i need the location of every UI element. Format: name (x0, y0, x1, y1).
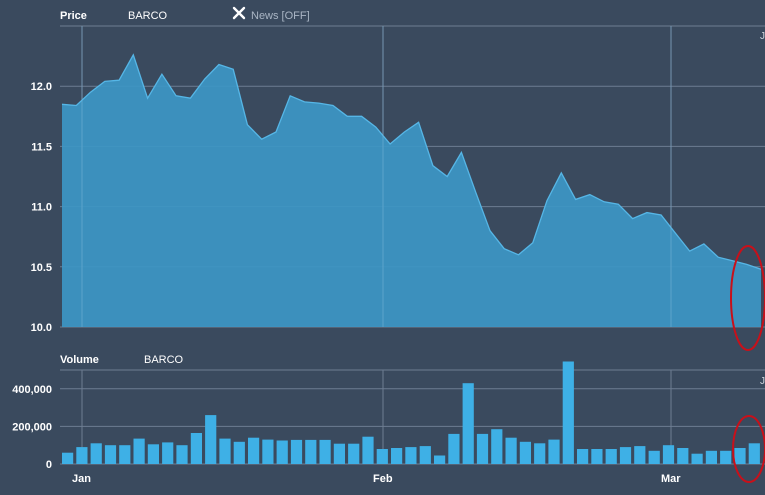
price-y-tick-label: 11.0 (31, 202, 52, 214)
price-panel-symbol: BARCO (128, 10, 168, 22)
volume-bar (491, 429, 503, 464)
volume-bar (462, 383, 474, 464)
volume-y-axis: 0 200,000 400,000 (12, 384, 52, 471)
volume-bar (677, 448, 689, 464)
volume-bar (133, 438, 145, 464)
x-tick-label: Mar (661, 473, 681, 485)
volume-bar (305, 439, 317, 464)
volume-bar (720, 450, 732, 464)
volume-bar (748, 443, 760, 464)
price-y-tick-label: 10.0 (31, 322, 52, 334)
volume-bar (734, 448, 746, 464)
volume-y-tick-label: 0 (46, 459, 52, 471)
volume-bar (119, 445, 131, 464)
price-y-axis: 10.0 10.5 11.0 11.5 12.0 (31, 81, 52, 334)
price-line (61, 53, 762, 270)
volume-bar (376, 449, 388, 464)
volume-bar (505, 437, 517, 464)
volume-bar (619, 447, 632, 464)
volume-bar (662, 445, 675, 464)
volume-bars (62, 361, 760, 464)
news-toggle-label: News [OFF] (251, 10, 310, 22)
volume-bar (448, 433, 460, 464)
price-y-tick-label: 10.5 (31, 262, 52, 274)
volume-panel-title: Volume (60, 354, 99, 366)
volume-bar (62, 452, 74, 464)
volume-panel-symbol: BARCO (144, 354, 184, 366)
price-y-tick-label: 12.0 (31, 81, 52, 93)
volume-bar (548, 439, 560, 464)
x-tick-label: Jan (72, 473, 91, 485)
volume-bar (276, 440, 288, 464)
volume-bar (519, 441, 531, 464)
volume-bar (591, 449, 603, 464)
price-area (62, 54, 761, 328)
volume-bar (605, 449, 617, 464)
volume-bar (190, 433, 202, 464)
volume-bar (534, 443, 546, 464)
volume-bar (348, 443, 360, 464)
price-corner-glyph: J (760, 31, 765, 42)
volume-bar (648, 450, 660, 464)
volume-bar (405, 447, 417, 464)
volume-annotation-ellipse (732, 415, 765, 483)
price-panel: Price BARCO News [OFF] J 10.0 10.5 11.0 11.… (31, 6, 765, 334)
volume-y-tick-label: 400,000 (12, 384, 52, 396)
price-panel-title: Price (60, 10, 87, 22)
volume-bar (147, 444, 159, 464)
volume-bar (176, 445, 188, 464)
volume-bar (691, 453, 703, 464)
volume-bar (562, 361, 574, 464)
volume-panel: Volume BARCO J 0 200,000 400,000 (12, 354, 765, 471)
volume-bar (219, 438, 231, 464)
news-toggle[interactable]: News [OFF] (232, 6, 310, 22)
volume-bar (333, 443, 345, 464)
volume-bar (362, 436, 374, 464)
volume-bar (205, 415, 217, 464)
volume-bar (233, 441, 245, 464)
volume-bar (262, 439, 274, 464)
volume-bar (290, 439, 303, 464)
volume-bar (248, 437, 260, 464)
volume-bar (162, 442, 174, 464)
x-axis: Jan Feb Mar (72, 473, 681, 485)
volume-bar (319, 439, 331, 464)
price-series (61, 26, 762, 328)
volume-bar (634, 446, 646, 464)
volume-bar (76, 447, 88, 464)
volume-bar (434, 455, 446, 464)
volume-bar (104, 445, 117, 464)
volume-bar (705, 450, 717, 464)
volume-bar (476, 433, 489, 464)
close-icon (232, 6, 246, 20)
volume-corner-glyph: J (760, 376, 765, 387)
volume-bar (391, 448, 403, 464)
volume-bar (577, 449, 589, 464)
x-tick-label: Feb (373, 473, 393, 485)
annotations (730, 245, 765, 483)
price-y-tick-label: 11.5 (31, 141, 52, 153)
volume-bar (419, 446, 431, 464)
volume-y-tick-label: 200,000 (12, 421, 52, 433)
volume-bar (90, 443, 102, 464)
price-annotation-ellipse (730, 245, 765, 351)
